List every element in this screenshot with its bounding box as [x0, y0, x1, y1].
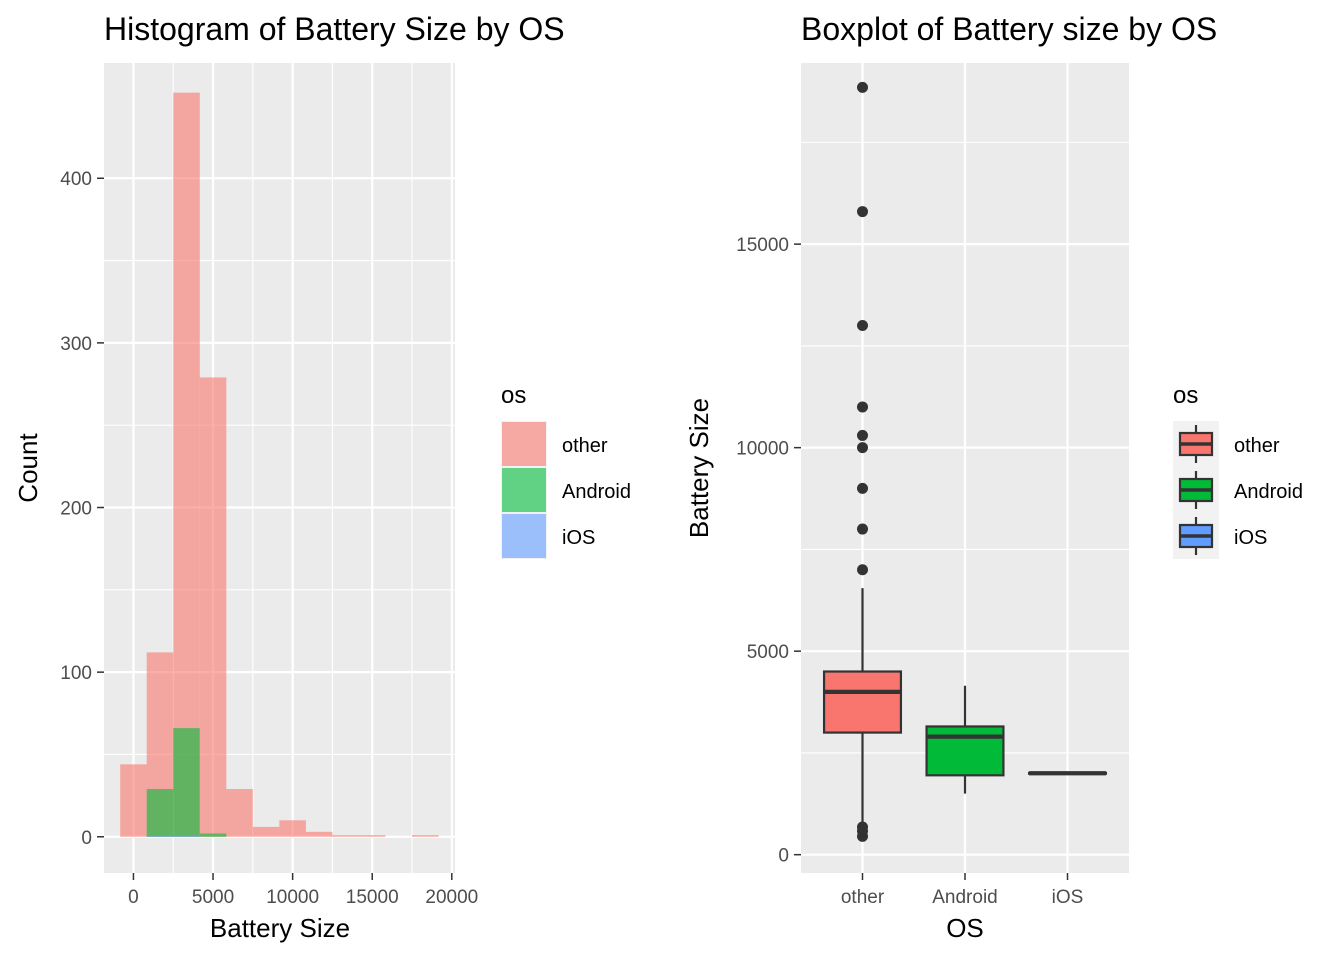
- x-tick-label: 20000: [425, 887, 478, 908]
- histogram-bar-other: [252, 826, 280, 837]
- histogram-title: Histogram of Battery Size by OS: [104, 11, 565, 47]
- outlier-point-other: [857, 564, 868, 576]
- histogram-bar-other: [305, 831, 333, 837]
- box-other: [822, 670, 903, 734]
- histogram-chart: Histogram of Battery Size by OS 0 100 200 3…: [13, 11, 631, 943]
- x-tick-label: 10000: [266, 887, 319, 908]
- legend-swatch-android: [502, 468, 546, 512]
- legend-label-other: other: [1234, 435, 1280, 457]
- y-tick-label: 0: [81, 828, 92, 849]
- legend-label-ios: iOS: [562, 527, 595, 549]
- x-tick-label: iOS: [1052, 887, 1084, 908]
- boxplot-x-axis-title: OS: [946, 913, 984, 943]
- histogram-bar-android: [146, 789, 174, 837]
- legend-label-ios: iOS: [1234, 527, 1267, 549]
- histogram-bar-other: [332, 835, 359, 837]
- boxplot-title: Boxplot of Battery size by OS: [801, 11, 1217, 47]
- outlier-point-other: [857, 523, 868, 535]
- histogram-y-axis-title: Count: [13, 433, 43, 503]
- outlier-point-other: [857, 401, 868, 413]
- outlier-point-other: [857, 482, 868, 494]
- legend-label-other: other: [562, 435, 608, 457]
- legend-swatch-ios: [502, 514, 546, 558]
- y-tick-label: 300: [60, 334, 92, 355]
- outlier-point-other: [857, 320, 868, 332]
- box-android: [925, 725, 1005, 777]
- legend-swatch-other: [502, 422, 546, 466]
- boxplot-chart: Boxplot of Battery size by OS 0 5000 10000…: [684, 11, 1303, 943]
- boxplot-legend-title: os: [1173, 382, 1198, 409]
- x-tick-label: Android: [932, 887, 998, 908]
- y-tick-label: 200: [60, 499, 92, 520]
- histogram-legend: os other Android iOS: [501, 382, 631, 559]
- histogram-bar-other: [412, 835, 439, 837]
- outlier-point-other: [857, 830, 868, 842]
- histogram-x-axis: 0 5000 10000 15000 20000: [128, 873, 478, 908]
- outlier-point-other: [857, 81, 868, 93]
- histogram-legend-title: os: [501, 382, 526, 409]
- histogram-x-axis-title: Battery Size: [210, 913, 350, 943]
- histogram-bar-other: [358, 835, 386, 837]
- x-tick-label: 5000: [192, 887, 234, 908]
- legend-label-android: Android: [562, 481, 631, 503]
- histogram-bar-android: [173, 728, 200, 837]
- y-tick-label: 10000: [736, 439, 789, 460]
- boxplot-legend: os other Android iOS: [1173, 382, 1303, 559]
- y-tick-label: 5000: [747, 642, 789, 663]
- y-tick-label: 15000: [736, 235, 789, 256]
- boxplot-y-axis-title: Battery Size: [684, 398, 714, 538]
- outlier-point-other: [857, 442, 868, 454]
- outlier-point-other: [857, 206, 868, 218]
- outlier-point-other: [857, 429, 868, 441]
- histogram-bar-ios: [146, 835, 174, 837]
- histogram-bar-other: [120, 764, 147, 837]
- y-tick-label: 400: [60, 169, 92, 190]
- x-tick-label: 15000: [346, 887, 399, 908]
- histogram-bar-other: [226, 789, 253, 837]
- x-tick-label: 0: [128, 887, 139, 908]
- boxplot-x-axis: other Android iOS: [841, 873, 1084, 908]
- legend-label-android: Android: [1234, 481, 1303, 503]
- histogram-y-axis: 0 100 200 300 400: [60, 169, 104, 849]
- histogram-bar-other: [199, 377, 227, 837]
- histogram-bar-ios: [173, 835, 200, 837]
- boxplot-y-axis: 0 5000 10000 15000: [736, 235, 801, 867]
- histogram-bar-other: [279, 820, 306, 837]
- boxplot-boxes: [822, 81, 1108, 842]
- histogram-bars: [120, 92, 439, 837]
- x-tick-label: other: [841, 887, 885, 908]
- y-tick-label: 100: [60, 663, 92, 684]
- y-tick-label: 0: [778, 846, 789, 867]
- histogram-bar-other: [173, 92, 200, 837]
- histogram-bar-android: [199, 833, 227, 837]
